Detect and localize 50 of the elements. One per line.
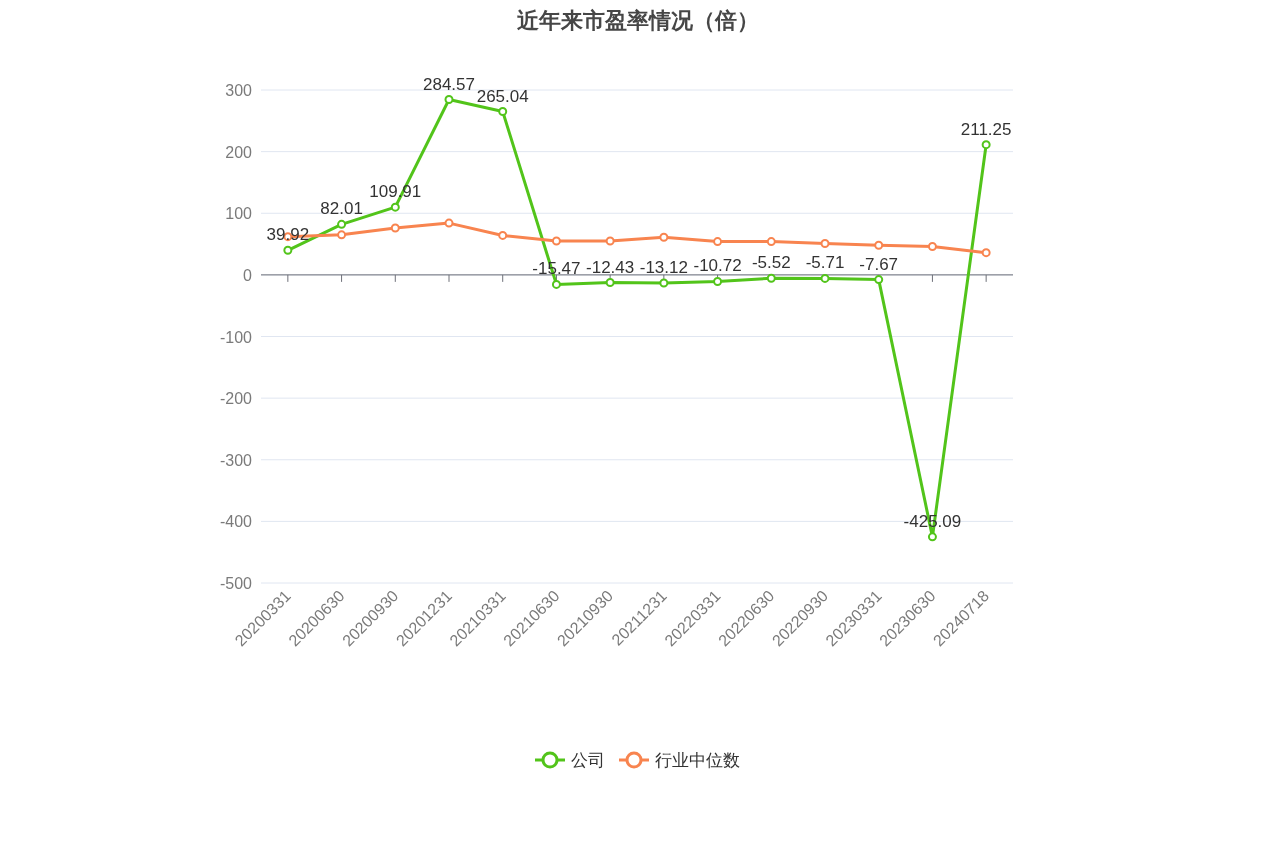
point xyxy=(713,237,723,247)
data-label: -5.52 xyxy=(751,253,791,273)
point xyxy=(820,273,830,283)
legend-label: 行业中位数 xyxy=(655,751,740,770)
point xyxy=(337,219,347,229)
data-label: 82.01 xyxy=(320,199,363,219)
point xyxy=(551,236,561,246)
point xyxy=(337,230,347,240)
point xyxy=(605,278,615,288)
point xyxy=(390,223,400,233)
point xyxy=(498,107,508,117)
point xyxy=(713,276,723,286)
point xyxy=(766,237,776,247)
data-label: 39.92 xyxy=(266,225,310,245)
y-tick-label: 300 xyxy=(225,82,253,99)
point xyxy=(283,245,293,255)
legend-label: 公司 xyxy=(571,751,605,770)
point xyxy=(766,273,776,283)
y-tick-label: 200 xyxy=(225,143,253,161)
point xyxy=(659,278,669,288)
data-label: 265.04 xyxy=(476,86,529,106)
data-label: -10.72 xyxy=(693,256,742,276)
chart-title: 近年来市盈率情况（倍） xyxy=(515,8,759,33)
point xyxy=(498,230,508,240)
data-label: 284.57 xyxy=(423,74,475,94)
data-label: -13.12 xyxy=(639,257,688,277)
data-label: -5.71 xyxy=(805,253,845,273)
y-tick-label: -100 xyxy=(219,328,253,346)
point xyxy=(927,242,937,252)
point xyxy=(981,248,991,258)
y-tick-label: 100 xyxy=(225,205,253,223)
point xyxy=(874,275,884,285)
point xyxy=(551,279,561,289)
y-tick-label: -200 xyxy=(219,390,253,408)
y-tick-label: -300 xyxy=(219,451,253,469)
point xyxy=(981,140,991,150)
data-label: -12.43 xyxy=(586,257,635,277)
point xyxy=(444,218,454,228)
y-tick-label: 0 xyxy=(243,266,253,284)
point xyxy=(444,95,454,105)
point xyxy=(390,202,400,212)
data-label: 211.25 xyxy=(960,119,1012,139)
point xyxy=(927,532,937,542)
y-tick-label: -500 xyxy=(219,575,253,592)
point xyxy=(605,236,615,246)
point xyxy=(659,232,669,242)
y-tick-label: -400 xyxy=(219,513,253,531)
point xyxy=(820,238,830,248)
data-label: -7.67 xyxy=(859,254,899,274)
point xyxy=(874,240,884,250)
